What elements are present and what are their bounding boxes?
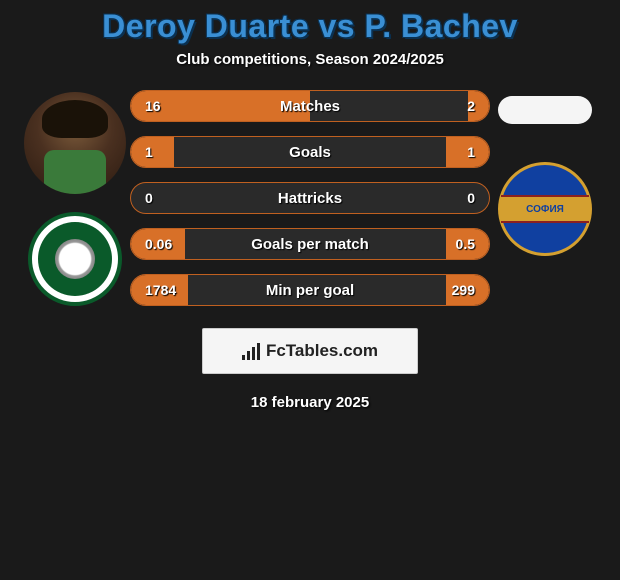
stat-value-left: 0 [145, 190, 153, 206]
player-photo-left [24, 92, 126, 194]
stat-value-left: 0.06 [145, 236, 172, 252]
content-row: 16 Matches 2 1 Goals 1 0 Hattricks 0 0.06 Goals pe… [0, 90, 620, 306]
date-text: 18 february 2025 [0, 394, 620, 411]
brand-bars-icon [242, 342, 260, 360]
brand-text: FcTables.com [266, 341, 378, 361]
stat-value-right: 0 [467, 190, 475, 206]
stat-value-right: 0.5 [456, 236, 475, 252]
stat-row: 0 Hattricks 0 [130, 182, 490, 214]
club-logo-band: СОФИЯ [501, 195, 589, 223]
stat-row: 0.06 Goals per match 0.5 [130, 228, 490, 260]
stat-row: 1 Goals 1 [130, 136, 490, 168]
comparison-widget: Deroy Duarte vs P. Bachev Club competiti… [0, 0, 620, 580]
club-logo-left [28, 212, 122, 306]
player-face-icon [24, 92, 126, 194]
left-column [20, 90, 130, 306]
stat-row: 1784 Min per goal 299 [130, 274, 490, 306]
stat-value-right: 2 [467, 98, 475, 114]
stat-value-left: 1784 [145, 282, 176, 298]
stat-label: Min per goal [266, 282, 354, 299]
stat-value-left: 16 [145, 98, 161, 114]
stat-label: Matches [280, 98, 340, 115]
stat-label: Goals [289, 144, 331, 161]
club-logo-right: СОФИЯ [498, 162, 592, 256]
stat-value-left: 1 [145, 144, 153, 160]
right-column: СОФИЯ [490, 90, 600, 256]
stats-list: 16 Matches 2 1 Goals 1 0 Hattricks 0 0.06 Goals pe… [130, 90, 490, 306]
subtitle: Club competitions, Season 2024/2025 [0, 51, 620, 68]
stat-label: Goals per match [251, 236, 369, 253]
brand-box[interactable]: FcTables.com [202, 328, 418, 374]
player-photo-right-placeholder [498, 96, 592, 124]
stat-row: 16 Matches 2 [130, 90, 490, 122]
stat-label: Hattricks [278, 190, 342, 207]
stat-value-right: 299 [452, 282, 475, 298]
page-title: Deroy Duarte vs P. Bachev [0, 8, 620, 45]
stat-value-right: 1 [467, 144, 475, 160]
